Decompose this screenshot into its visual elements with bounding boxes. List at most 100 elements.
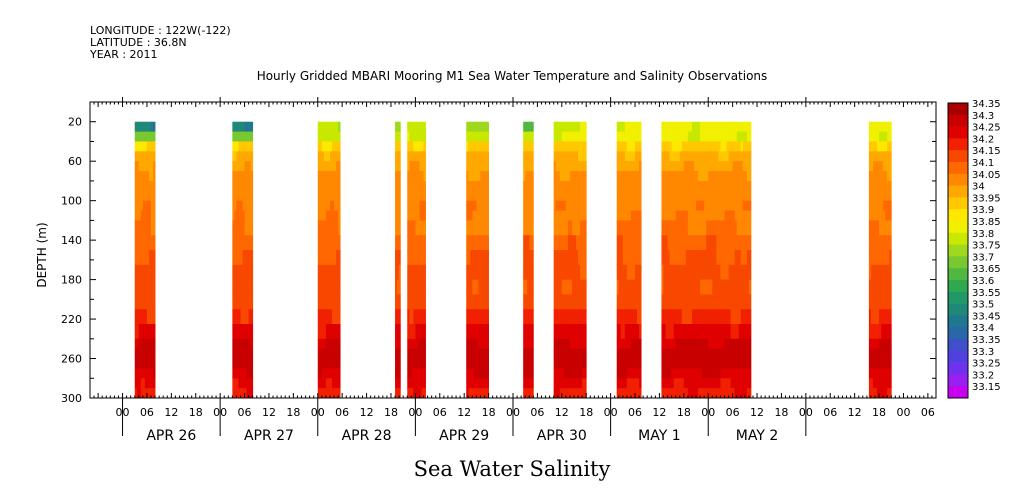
heatmap-cell	[553, 210, 557, 221]
heatmap-cell	[694, 235, 697, 251]
heatmap-cell	[700, 264, 703, 280]
heatmap-cell	[736, 324, 740, 340]
heatmap-cell	[136, 338, 140, 350]
heatmap-cell	[555, 200, 559, 211]
heatmap-cell	[576, 121, 579, 132]
heatmap-cell	[559, 264, 563, 280]
heatmap-cell	[870, 309, 874, 325]
heatmap-cell	[744, 279, 748, 295]
heatmap-cell	[250, 171, 254, 182]
heatmap-cell	[323, 338, 327, 350]
heatmap-cell	[744, 348, 748, 359]
heatmap-cell	[691, 378, 695, 389]
heatmap-cell	[868, 294, 872, 310]
heatmap-cell	[482, 309, 485, 325]
heatmap-cell	[531, 171, 534, 182]
heatmap-cell	[870, 141, 874, 152]
heatmap-cell	[671, 190, 675, 202]
heatmap-cell	[887, 348, 890, 359]
heatmap-cell	[694, 368, 697, 379]
heatmap-cell	[667, 190, 670, 202]
heatmap-cell	[148, 294, 152, 310]
heatmap-cell	[687, 161, 691, 172]
heatmap-cell	[555, 324, 559, 340]
heatmap-cell	[336, 141, 339, 152]
heatmap-cell	[728, 171, 731, 182]
heatmap-cell	[531, 180, 534, 192]
heatmap-cell	[698, 171, 701, 182]
heatmap-cell	[411, 348, 414, 359]
heatmap-cell	[415, 378, 418, 389]
heatmap-cell	[486, 121, 489, 132]
heatmap-cell	[716, 141, 719, 152]
heatmap-cell	[565, 264, 569, 280]
heatmap-cell	[677, 210, 681, 221]
heatmap-cell	[716, 338, 719, 350]
heatmap-cell	[618, 279, 622, 295]
heatmap-cell	[691, 210, 695, 221]
heatmap-cell	[620, 220, 624, 236]
heatmap-cell	[151, 235, 154, 251]
heatmap-cell	[635, 348, 638, 359]
heatmap-cell	[482, 358, 485, 369]
heatmap-cell	[702, 220, 705, 236]
heatmap-cell	[618, 151, 622, 162]
heatmap-cell	[238, 388, 241, 399]
heatmap-cell	[411, 368, 414, 379]
x-tick-label: 00	[799, 406, 813, 419]
heatmap-cell	[582, 338, 585, 350]
heatmap-cell	[702, 210, 705, 221]
heatmap-cell	[632, 378, 636, 389]
heatmap-cell	[153, 348, 156, 359]
heatmap-cell	[718, 220, 721, 236]
heatmap-cell	[635, 309, 638, 325]
heatmap-cell	[632, 131, 636, 142]
heatmap-cell	[484, 378, 487, 389]
heatmap-cell	[146, 161, 150, 172]
heatmap-cell	[578, 294, 581, 310]
heatmap-cell	[553, 235, 557, 251]
heatmap-cell	[700, 235, 703, 251]
heatmap-cell	[144, 235, 148, 251]
heatmap-cell	[317, 378, 321, 389]
heatmap-cell	[323, 294, 327, 310]
heatmap-cell	[415, 220, 418, 236]
heatmap-cell	[620, 235, 624, 251]
heatmap-cell	[630, 309, 634, 325]
heatmap-cell	[523, 250, 526, 266]
heatmap-cell	[134, 141, 138, 152]
heatmap-cell	[635, 210, 638, 221]
heatmap-cell	[580, 250, 583, 266]
heatmap-cell	[742, 121, 746, 132]
heatmap-cell	[881, 358, 884, 369]
heatmap-cell	[395, 190, 398, 202]
heatmap-cell	[716, 324, 719, 340]
heatmap-cell	[874, 121, 878, 132]
heatmap-cell	[889, 358, 892, 369]
heatmap-cell	[242, 190, 245, 202]
heatmap-cell	[466, 190, 469, 202]
heatmap-cell	[146, 264, 150, 280]
heatmap-cell	[148, 338, 152, 350]
heatmap-cell	[637, 121, 640, 132]
longitude-label: LONGITUDE : 122W(-122)	[90, 24, 231, 37]
heatmap-cell	[407, 368, 410, 379]
data-segment	[553, 121, 587, 399]
heatmap-cell	[559, 190, 563, 202]
heatmap-cell	[628, 220, 632, 236]
heatmap-cell	[626, 235, 630, 251]
heatmap-cell	[563, 348, 567, 359]
heatmap-cell	[317, 338, 321, 350]
heatmap-cell	[246, 294, 250, 310]
heatmap-cell	[722, 141, 725, 152]
heatmap-cell	[710, 235, 713, 251]
heatmap-cell	[140, 294, 144, 310]
heatmap-cell	[396, 235, 399, 251]
heatmap-cell	[671, 378, 675, 389]
heatmap-cell	[329, 264, 333, 280]
heatmap-cell	[622, 151, 626, 162]
heatmap-cell	[466, 235, 469, 251]
heatmap-cell	[140, 200, 144, 211]
heatmap-cell	[732, 294, 736, 310]
heatmap-cell	[716, 309, 719, 325]
